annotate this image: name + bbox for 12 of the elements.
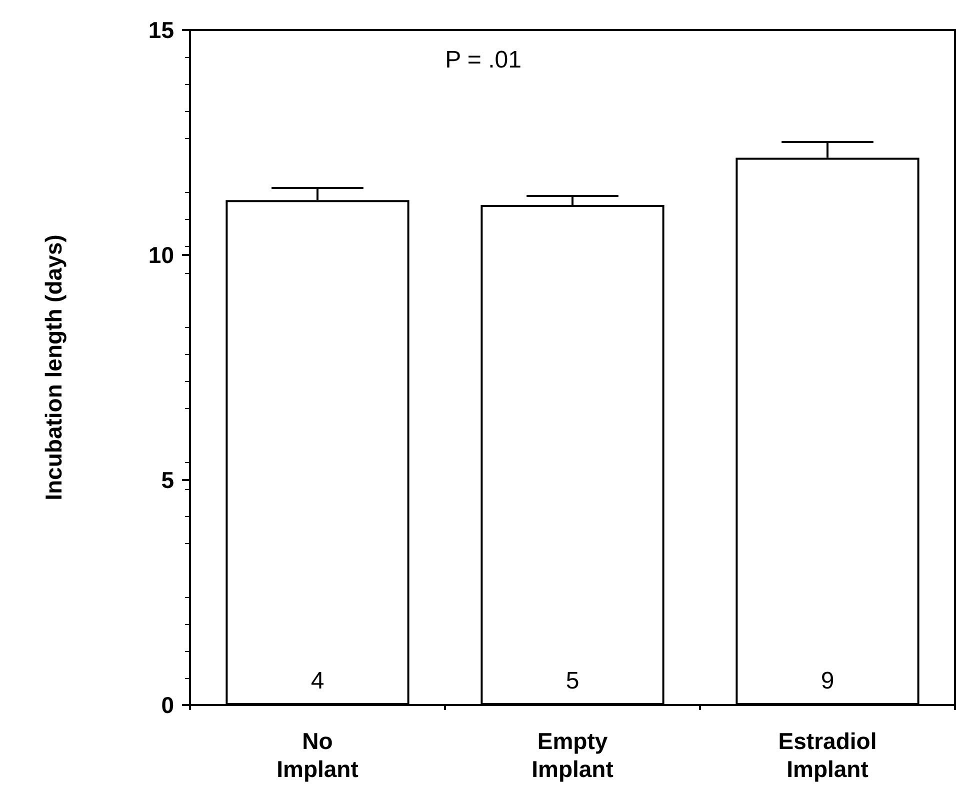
annotation: 5 [566,668,580,694]
y-tick-label: 0 [161,692,174,718]
y-axis-title: Incubation length (days) [40,234,66,500]
y-tick-label: 5 [161,467,174,493]
annotation: 4 [310,668,324,694]
annotation: 9 [820,668,834,694]
x-tick-label: No Implant [276,728,359,782]
x-tick-label: Estradiol Implant [778,728,877,782]
annotation: P = .01 [445,46,522,74]
x-tick-label: Empty Implant [532,728,614,782]
y-tick-label: 15 [148,17,174,43]
y-tick-label: 10 [148,242,174,268]
